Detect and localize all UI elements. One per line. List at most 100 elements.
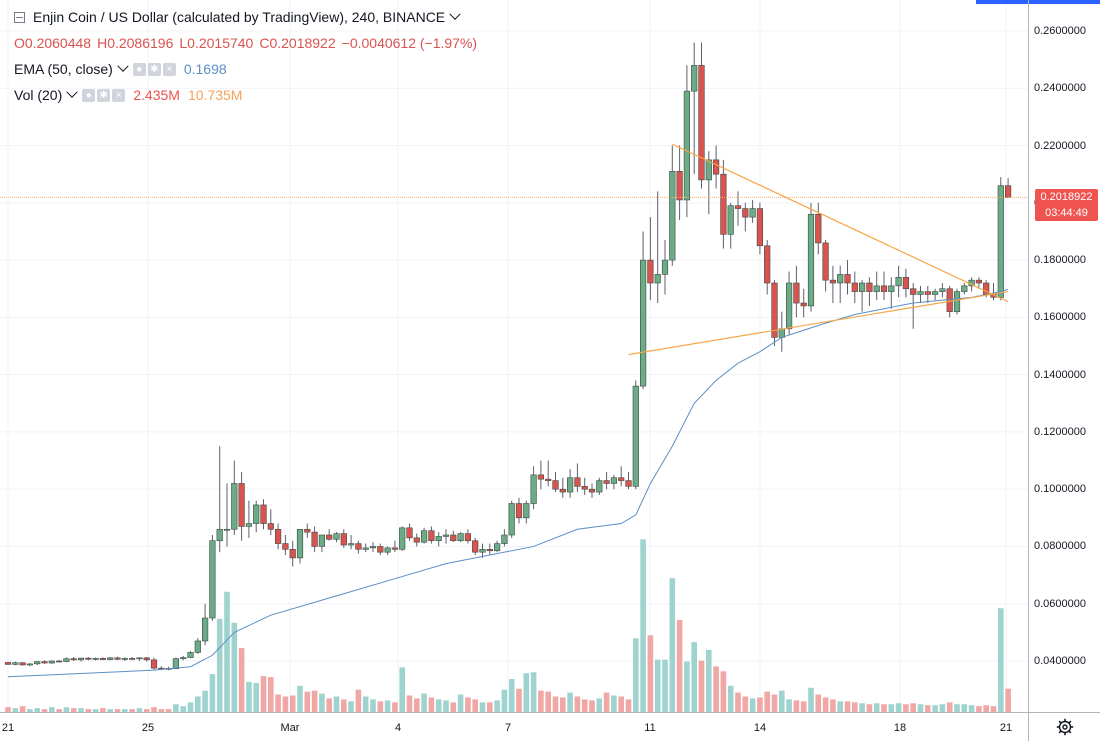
candle bbox=[603, 472, 610, 490]
close-icon[interactable]: × bbox=[162, 62, 176, 76]
candle-body bbox=[734, 205, 742, 209]
candle-body bbox=[472, 540, 479, 553]
chevron-down-icon[interactable] bbox=[117, 60, 129, 72]
candle bbox=[377, 543, 384, 556]
chart-settings-button[interactable] bbox=[1028, 712, 1100, 741]
candle bbox=[26, 663, 34, 667]
candle bbox=[764, 240, 771, 295]
volume-bar bbox=[224, 591, 230, 712]
volume-bar bbox=[932, 705, 938, 712]
candle-body bbox=[961, 285, 968, 292]
candle-body bbox=[939, 288, 946, 292]
volume-bar bbox=[143, 709, 150, 712]
candle-body bbox=[559, 488, 566, 493]
candle bbox=[771, 280, 778, 346]
volume-bar bbox=[12, 708, 19, 712]
candle-body bbox=[851, 282, 858, 292]
candle-body bbox=[778, 328, 785, 338]
volume-bar bbox=[589, 700, 595, 712]
bar-countdown: 03:44:49 bbox=[1045, 207, 1088, 220]
chevron-down-icon[interactable] bbox=[66, 86, 78, 98]
candle-body bbox=[508, 503, 515, 536]
candle bbox=[749, 199, 756, 223]
candle bbox=[399, 526, 406, 551]
trendlines[interactable] bbox=[628, 143, 1009, 356]
time-tick-label: 21 bbox=[1, 722, 15, 734]
time-tick-label: 21 bbox=[999, 722, 1013, 734]
gear-icon[interactable]: ✱ bbox=[147, 62, 161, 76]
volume-bar bbox=[78, 708, 84, 712]
candle-body bbox=[917, 291, 924, 295]
volume-bars bbox=[5, 539, 1011, 712]
price-tick-label: 0.2600000 bbox=[1034, 25, 1086, 37]
volume-bar bbox=[917, 704, 924, 712]
candle bbox=[698, 42, 705, 189]
volume-bar bbox=[647, 635, 654, 712]
candle-body bbox=[362, 547, 369, 550]
candle-body bbox=[311, 531, 318, 547]
candle bbox=[4, 661, 12, 665]
ema-label[interactable]: EMA (50, close) bbox=[14, 61, 113, 77]
candle-body bbox=[172, 658, 180, 670]
candle bbox=[917, 285, 924, 304]
volume-bar bbox=[319, 693, 325, 712]
close-icon[interactable]: × bbox=[112, 88, 126, 102]
volume-bar bbox=[640, 539, 646, 712]
symbol-title[interactable]: Enjin Coin / US Dollar (calculated by Tr… bbox=[33, 9, 446, 25]
volume-bar bbox=[268, 677, 274, 712]
candle bbox=[435, 532, 442, 547]
candle-body bbox=[296, 528, 304, 559]
candle bbox=[129, 656, 136, 661]
volume-bar bbox=[596, 698, 603, 712]
price-chart[interactable] bbox=[0, 0, 1028, 712]
collapse-legend-icon[interactable] bbox=[14, 11, 25, 23]
candle bbox=[888, 277, 895, 309]
candle bbox=[734, 191, 742, 226]
candle-body bbox=[639, 259, 647, 387]
candle bbox=[815, 202, 822, 255]
candle-body bbox=[399, 527, 406, 550]
candle bbox=[844, 260, 851, 295]
candle-body bbox=[523, 503, 530, 519]
volume-bar bbox=[552, 696, 559, 712]
candle-body bbox=[545, 478, 552, 481]
ohlc-row: O0.2060448 H0.2086196 L0.2015740 C0.2018… bbox=[14, 35, 483, 51]
time-tick-label: 25 bbox=[141, 722, 155, 734]
candle bbox=[180, 655, 187, 661]
candle bbox=[41, 660, 48, 664]
volume-bar bbox=[508, 679, 515, 712]
time-scale[interactable] bbox=[0, 712, 1028, 741]
candle-body bbox=[712, 159, 720, 175]
candle bbox=[260, 499, 267, 530]
volume-bar bbox=[779, 690, 785, 712]
candle bbox=[216, 446, 223, 553]
candle bbox=[596, 477, 603, 495]
eye-icon[interactable]: ● bbox=[132, 62, 146, 76]
candle-body bbox=[581, 486, 588, 490]
candle-body bbox=[260, 504, 267, 524]
candle bbox=[450, 530, 457, 543]
chart-title-row: Enjin Coin / US Dollar (calculated by Tr… bbox=[14, 8, 461, 25]
chevron-down-icon[interactable] bbox=[449, 8, 461, 20]
chart-pane[interactable]: Enjin Coin / US Dollar (calculated by Tr… bbox=[0, 0, 1028, 712]
volume-bar bbox=[698, 660, 705, 712]
candle bbox=[712, 145, 720, 189]
candle bbox=[150, 657, 158, 670]
vol-label[interactable]: Vol (20) bbox=[14, 87, 63, 103]
volume-bar bbox=[903, 704, 909, 712]
candle-body bbox=[895, 276, 902, 287]
candle bbox=[793, 265, 800, 318]
candle bbox=[939, 283, 946, 298]
candle bbox=[391, 540, 399, 553]
volume-bar bbox=[428, 697, 435, 712]
candle bbox=[121, 657, 128, 661]
price-scale[interactable] bbox=[1028, 0, 1100, 712]
volume-bar bbox=[946, 702, 953, 712]
candle-body bbox=[924, 291, 931, 295]
gear-icon[interactable]: ✱ bbox=[97, 88, 111, 102]
volume-bar bbox=[815, 694, 822, 712]
candle bbox=[172, 657, 180, 670]
eye-icon[interactable]: ● bbox=[82, 88, 96, 102]
high-value: H0.2086196 bbox=[97, 35, 174, 51]
low-value: L0.2015740 bbox=[179, 35, 254, 51]
